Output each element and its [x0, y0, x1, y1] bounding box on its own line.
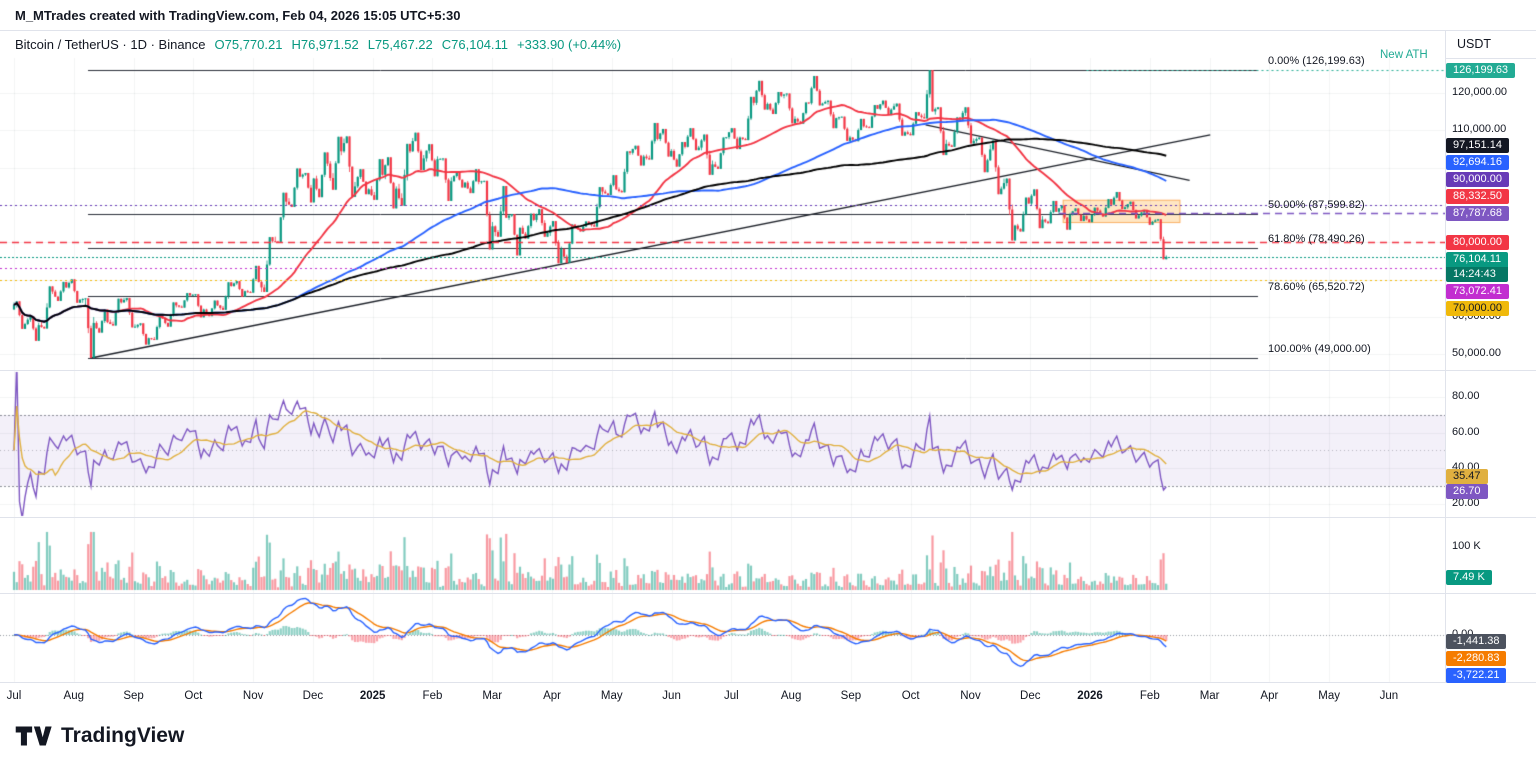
price-scale-border — [1445, 30, 1446, 682]
time-axis-label: 2025 — [359, 690, 386, 702]
level-badge: 70,000.00 — [1446, 300, 1509, 316]
time-axis-label: Jun — [662, 690, 681, 702]
ohlc-change: +333.90 (+0.44%) — [517, 37, 622, 52]
divider — [0, 30, 1536, 31]
time-axis-label: Jul — [6, 690, 22, 702]
tradingview-logo-icon — [15, 726, 52, 746]
time-axis-label: Nov — [960, 690, 981, 702]
chart-canvas[interactable] — [0, 0, 1445, 690]
time-axis-label: Aug — [780, 690, 802, 702]
macd-value-badge: -3,722.21 — [1446, 667, 1507, 683]
ohlc-low: L75,467.22 — [367, 37, 433, 52]
ohlc-open: O75,770.21 — [214, 37, 283, 52]
price-axis-label: 60,000.00 — [1452, 309, 1501, 322]
rsi-axis-label: 60.00 — [1452, 425, 1480, 438]
time-axis-label: May — [1318, 690, 1341, 702]
time-axis-label: Aug — [63, 690, 84, 702]
rsi-value-badge: 35.47 — [1446, 468, 1488, 484]
time-axis-label: Nov — [242, 690, 264, 702]
rsi-value-badge: 26.70 — [1446, 484, 1488, 500]
price-axis-label: 110,000.00 — [1452, 123, 1507, 136]
macd-axis-label: 0.00 — [1452, 628, 1474, 640]
symbol-title[interactable]: Bitcoin / TetherUS · 1D · Binance — [15, 37, 206, 52]
rsi-axis-label: 80.00 — [1452, 390, 1480, 403]
time-axis-label: Feb — [1139, 690, 1160, 702]
new-ath-label: New ATH — [1380, 49, 1428, 61]
price-axis-label: 120,000.00 — [1452, 86, 1508, 99]
time-axis-label: Apr — [543, 690, 561, 702]
macd-value-badge: -2,280.83 — [1446, 650, 1507, 666]
time-axis[interactable]: Jul Aug Sep Oct Nov Dec 2025 Feb Mar Apr May Jun Jul… — [0, 687, 1445, 712]
volume-value-badge: 7.49 K — [1446, 569, 1492, 585]
level-badge: 87,787.68 — [1446, 205, 1509, 221]
ohlc-close: C76,104.11 — [441, 37, 509, 52]
level-badge: 126,199.63 — [1446, 62, 1516, 78]
pane-divider[interactable] — [0, 370, 1536, 371]
rsi-axis-label: 20.00 — [1452, 496, 1480, 509]
level-badge: 90,000.00 — [1446, 171, 1509, 187]
ma-value-badge: 97,151.14 — [1446, 137, 1509, 153]
time-axis-label: Oct — [184, 690, 203, 702]
tradingview-logo-text: TradingView — [61, 724, 185, 747]
time-axis-label: Oct — [901, 690, 920, 702]
level-badge: 80,000.00 — [1446, 234, 1509, 250]
time-axis-divider — [0, 682, 1536, 683]
time-axis-label: Dec — [302, 690, 324, 702]
time-axis-label: Jun — [1379, 690, 1399, 702]
rsi-axis-label: 40.00 — [1452, 461, 1480, 474]
watermark-note: M_MTrades created with TradingView.com, … — [15, 8, 461, 23]
ma-value-badge: 88,332.50 — [1446, 188, 1509, 204]
price-scale-currency[interactable]: USDT — [1457, 37, 1492, 51]
pane-divider[interactable] — [0, 593, 1536, 594]
time-axis-label: Apr — [1260, 690, 1279, 702]
macd-value-badge: -1,441.38 — [1446, 633, 1507, 649]
time-axis-label: May — [600, 690, 623, 702]
symbol-header: Bitcoin / TetherUS · 1D · Binance O75,77… — [15, 37, 621, 52]
divider — [1445, 58, 1536, 59]
volume-axis-label: 100 K — [1452, 540, 1481, 552]
time-axis-label: 2026 — [1077, 690, 1103, 702]
time-axis-label: Mar — [1199, 690, 1220, 702]
time-axis-label: Feb — [422, 690, 443, 702]
time-axis-label: Dec — [1020, 690, 1041, 702]
current-price-badge: 76,104.11 14:24:43 — [1446, 251, 1509, 282]
ma-value-badge: 92,694.16 — [1446, 154, 1509, 170]
time-axis-label: Mar — [482, 690, 503, 702]
pane-divider[interactable] — [0, 517, 1536, 518]
time-axis-label: Jul — [724, 690, 739, 702]
time-axis-label: Sep — [840, 690, 862, 702]
tradingview-logo[interactable]: TradingView — [14, 723, 184, 749]
price-axis-label: 50,000.00 — [1452, 347, 1501, 360]
ohlc-high: H76,971.52 — [291, 37, 359, 52]
level-badge: 73,072.41 — [1446, 283, 1509, 299]
time-axis-label: Sep — [123, 690, 144, 702]
